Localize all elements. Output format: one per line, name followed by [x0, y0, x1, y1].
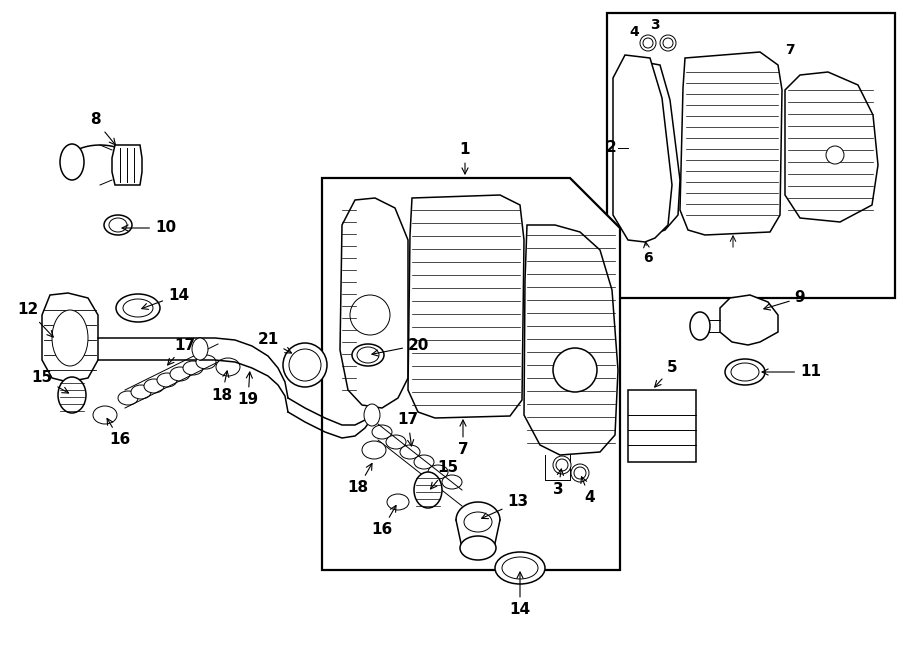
Circle shape — [826, 146, 844, 164]
Ellipse shape — [460, 536, 496, 560]
Text: 15: 15 — [32, 371, 68, 393]
Ellipse shape — [116, 294, 160, 322]
Circle shape — [556, 459, 568, 471]
Ellipse shape — [442, 475, 462, 489]
Text: 6: 6 — [644, 242, 652, 265]
Ellipse shape — [464, 512, 492, 532]
Ellipse shape — [58, 377, 86, 413]
Polygon shape — [785, 72, 878, 222]
Circle shape — [660, 35, 676, 51]
Ellipse shape — [157, 373, 177, 387]
Ellipse shape — [123, 299, 153, 317]
Ellipse shape — [690, 312, 710, 340]
Text: 17: 17 — [167, 338, 195, 365]
Polygon shape — [42, 293, 98, 382]
Ellipse shape — [109, 218, 127, 232]
Circle shape — [289, 349, 321, 381]
Ellipse shape — [386, 435, 406, 449]
Ellipse shape — [372, 425, 392, 439]
Ellipse shape — [60, 144, 84, 180]
Text: 14: 14 — [509, 572, 531, 617]
Text: 3: 3 — [553, 469, 563, 498]
Text: 7: 7 — [785, 43, 795, 57]
Polygon shape — [112, 145, 142, 185]
Ellipse shape — [52, 310, 88, 366]
Circle shape — [350, 295, 390, 335]
Text: 18: 18 — [347, 463, 372, 496]
Text: 20: 20 — [372, 338, 429, 356]
Ellipse shape — [118, 391, 138, 405]
Ellipse shape — [93, 406, 117, 424]
Text: 10: 10 — [122, 221, 176, 235]
Ellipse shape — [414, 455, 434, 469]
Ellipse shape — [131, 385, 151, 399]
Ellipse shape — [428, 465, 448, 479]
Circle shape — [283, 343, 327, 387]
Text: 7: 7 — [458, 420, 468, 457]
Polygon shape — [622, 60, 680, 235]
Circle shape — [640, 35, 656, 51]
Text: 14: 14 — [142, 288, 189, 309]
Ellipse shape — [216, 358, 240, 376]
Polygon shape — [720, 295, 778, 345]
Text: 4: 4 — [580, 477, 595, 506]
Text: 11: 11 — [762, 364, 821, 379]
Polygon shape — [680, 52, 782, 235]
Ellipse shape — [414, 472, 442, 508]
Ellipse shape — [362, 441, 386, 459]
Polygon shape — [340, 198, 408, 408]
Text: 16: 16 — [372, 506, 396, 537]
Ellipse shape — [725, 359, 765, 385]
Circle shape — [571, 464, 589, 482]
Ellipse shape — [731, 363, 759, 381]
Circle shape — [632, 144, 664, 176]
Text: 8: 8 — [90, 112, 115, 145]
Ellipse shape — [104, 215, 132, 235]
Text: 2: 2 — [606, 141, 616, 155]
Polygon shape — [408, 195, 524, 418]
Circle shape — [663, 38, 673, 48]
Ellipse shape — [196, 355, 216, 369]
Text: 18: 18 — [212, 371, 232, 403]
Circle shape — [553, 456, 571, 474]
Ellipse shape — [192, 338, 208, 360]
Ellipse shape — [495, 552, 545, 584]
Text: 1: 1 — [460, 143, 470, 174]
Polygon shape — [613, 55, 672, 242]
Text: 15: 15 — [430, 461, 459, 489]
Bar — [607, 13, 895, 298]
Text: 19: 19 — [238, 372, 258, 407]
Polygon shape — [524, 225, 618, 455]
Polygon shape — [322, 178, 620, 570]
Circle shape — [643, 38, 653, 48]
Text: 12: 12 — [17, 303, 53, 337]
Ellipse shape — [170, 367, 190, 381]
Circle shape — [553, 348, 597, 392]
Text: 16: 16 — [107, 418, 130, 447]
Ellipse shape — [144, 379, 164, 393]
Bar — [628, 390, 696, 462]
Text: 21: 21 — [257, 332, 292, 353]
Text: 13: 13 — [482, 494, 528, 519]
Ellipse shape — [364, 404, 380, 426]
Ellipse shape — [400, 445, 420, 459]
Ellipse shape — [183, 361, 203, 375]
Text: 4: 4 — [629, 25, 639, 39]
Text: 3: 3 — [650, 18, 660, 32]
Circle shape — [574, 467, 586, 479]
Text: 9: 9 — [764, 290, 806, 310]
Ellipse shape — [352, 344, 384, 366]
Ellipse shape — [357, 347, 379, 363]
Ellipse shape — [387, 494, 409, 510]
Text: 17: 17 — [398, 412, 418, 446]
Text: 5: 5 — [654, 360, 678, 387]
Ellipse shape — [502, 557, 538, 579]
